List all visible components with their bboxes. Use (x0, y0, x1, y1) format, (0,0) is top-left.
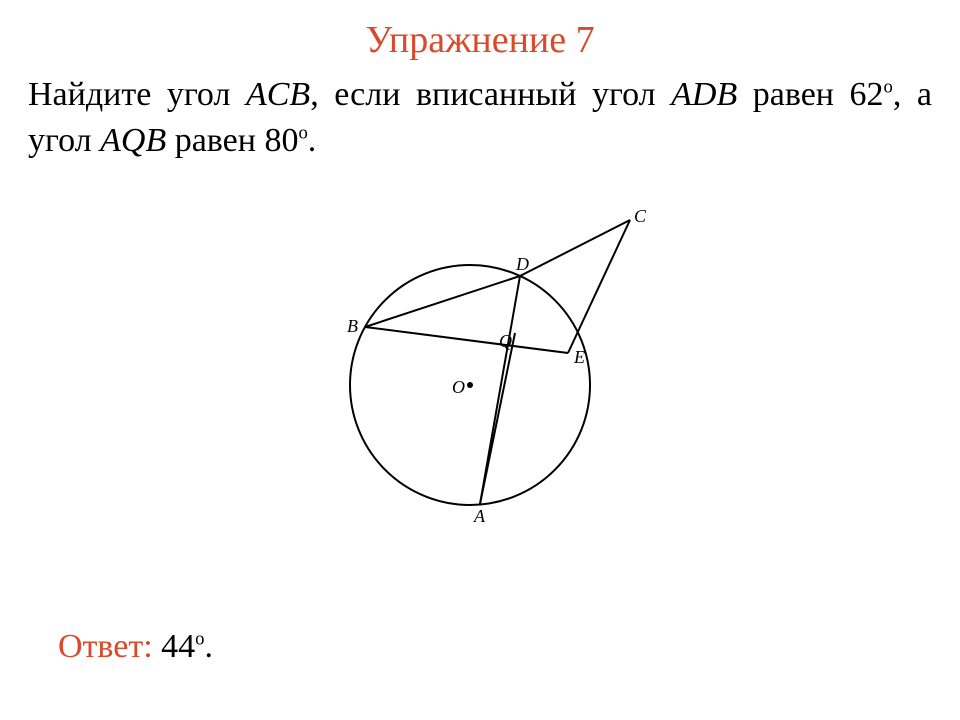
center-dot (467, 382, 473, 388)
point-label-Q: Q (499, 331, 512, 351)
problem-suffix: . (308, 122, 317, 159)
diagram-svg: A B D E Q C O (300, 205, 660, 535)
problem-mid2: равен 62 (737, 76, 883, 113)
angle-aqb: AQB (100, 122, 166, 159)
problem-mid4: равен 80 (166, 122, 298, 159)
problem-prefix: Найдите угол (28, 76, 246, 113)
answer-deg: о (195, 629, 204, 650)
answer-text: Ответ: 44о. (58, 628, 213, 666)
segment-BE (365, 327, 568, 353)
point-label-B: B (347, 316, 358, 336)
answer-label: Ответ: (58, 628, 161, 665)
point-label-E: E (573, 347, 585, 367)
geometry-diagram: A B D E Q C O (300, 205, 660, 535)
point-label-O: O (452, 377, 465, 397)
exercise-title: Упражнение 7 (0, 18, 960, 62)
angle-acb: ACB (246, 76, 310, 113)
segment-AQ (480, 333, 515, 504)
answer-value: 44 (161, 628, 195, 665)
problem-text: Найдите угол ACB, если вписанный угол AD… (28, 72, 932, 164)
problem-mid1: , если вписанный угол (310, 76, 671, 113)
point-label-D: D (515, 254, 529, 274)
angle-adb: ADB (671, 76, 737, 113)
segment-DC (520, 220, 630, 276)
slide-page: Упражнение 7 Найдите угол ACB, если впис… (0, 0, 960, 720)
deg-1: о (884, 77, 893, 98)
answer-suffix: . (205, 628, 214, 665)
segment-EC (568, 220, 630, 353)
point-label-A: A (473, 506, 486, 526)
segment-BD (365, 276, 520, 327)
deg-2: о (298, 123, 307, 144)
point-label-C: C (634, 206, 647, 226)
